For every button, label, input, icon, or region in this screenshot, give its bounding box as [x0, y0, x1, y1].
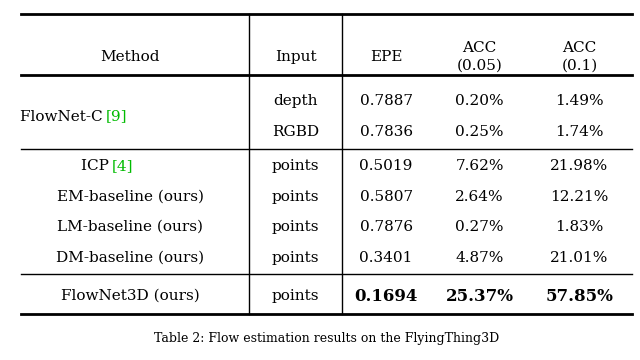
Text: ACC
(0.05): ACC (0.05) — [457, 41, 502, 72]
Text: 4.87%: 4.87% — [456, 251, 504, 265]
Text: EPE: EPE — [370, 50, 403, 64]
Text: points: points — [272, 251, 319, 265]
Text: points: points — [272, 220, 319, 234]
Text: 25.37%: 25.37% — [445, 288, 514, 305]
Text: 1.49%: 1.49% — [555, 94, 604, 108]
Text: EM-baseline (ours): EM-baseline (ours) — [57, 190, 204, 204]
Text: 12.21%: 12.21% — [550, 190, 609, 204]
Text: [4]: [4] — [112, 159, 133, 174]
Text: 1.83%: 1.83% — [555, 220, 604, 234]
Text: 2.64%: 2.64% — [455, 190, 504, 204]
Text: ICP: ICP — [81, 159, 112, 174]
Text: Method: Method — [100, 50, 160, 64]
Text: 0.20%: 0.20% — [455, 94, 504, 108]
Text: DM-baseline (ours): DM-baseline (ours) — [56, 251, 205, 265]
Text: Table 2: Flow estimation results on the FlyingThing3D: Table 2: Flow estimation results on the … — [154, 333, 499, 346]
Text: 57.85%: 57.85% — [545, 288, 613, 305]
Text: Input: Input — [275, 50, 317, 64]
Text: points: points — [272, 190, 319, 204]
Text: 0.5807: 0.5807 — [360, 190, 413, 204]
Text: ACC
(0.1): ACC (0.1) — [561, 41, 598, 72]
Text: 21.01%: 21.01% — [550, 251, 609, 265]
Text: 0.7876: 0.7876 — [360, 220, 413, 234]
Text: LM-baseline (ours): LM-baseline (ours) — [58, 220, 204, 234]
Text: FlowNet-C: FlowNet-C — [20, 109, 106, 123]
Text: 0.27%: 0.27% — [456, 220, 504, 234]
Text: 0.25%: 0.25% — [456, 125, 504, 139]
Text: 1.74%: 1.74% — [555, 125, 604, 139]
Text: 21.98%: 21.98% — [550, 159, 609, 174]
Text: depth: depth — [273, 94, 318, 108]
Text: points: points — [272, 159, 319, 174]
Text: points: points — [272, 289, 319, 303]
Text: 0.5019: 0.5019 — [360, 159, 413, 174]
Text: 0.1694: 0.1694 — [355, 288, 418, 305]
Text: FlowNet3D (ours): FlowNet3D (ours) — [61, 289, 200, 303]
Text: 0.7887: 0.7887 — [360, 94, 413, 108]
Text: 0.7836: 0.7836 — [360, 125, 413, 139]
Text: RGBD: RGBD — [272, 125, 319, 139]
Text: 0.3401: 0.3401 — [360, 251, 413, 265]
Text: 7.62%: 7.62% — [456, 159, 504, 174]
Text: [9]: [9] — [106, 109, 127, 123]
